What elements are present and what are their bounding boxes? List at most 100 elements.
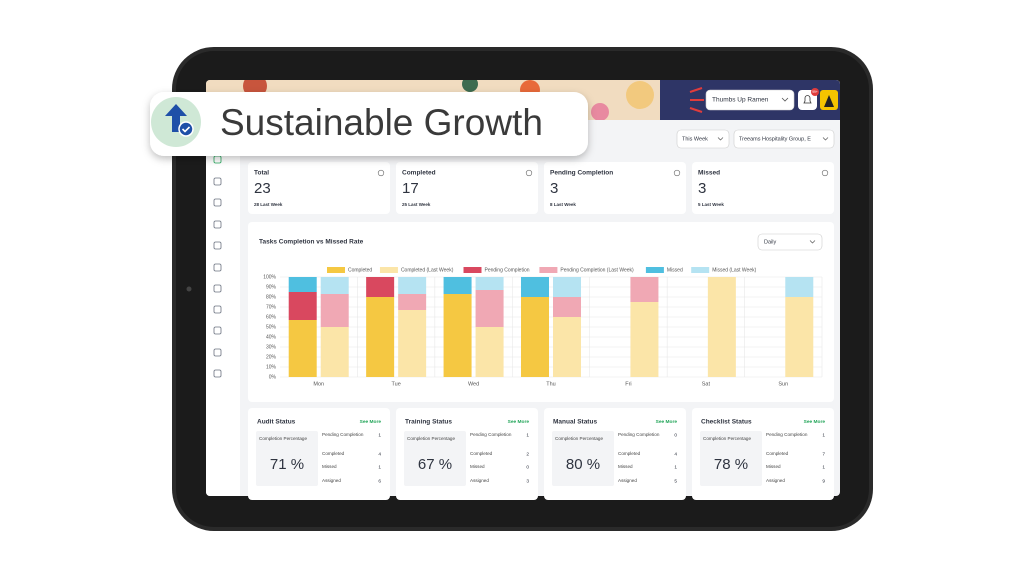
legend-label: Completed: [348, 268, 372, 274]
stat-last-week: 8 Last Week: [550, 202, 576, 207]
sidebar-icon[interactable]: [213, 284, 222, 293]
legend-label: Completed (Last Week): [401, 268, 454, 274]
group-filter[interactable]: [733, 129, 835, 149]
info-icon[interactable]: [673, 169, 681, 177]
status-row-label: Pending Completion: [618, 432, 660, 437]
status-row-value: 4: [378, 451, 381, 457]
stat-last-week: 25 Last Week: [402, 202, 431, 207]
bar-segment: [288, 292, 317, 320]
sidebar-icon[interactable]: [213, 177, 222, 186]
stat-last-week: 5 Last Week: [698, 202, 724, 207]
legend-swatch[interactable]: [327, 267, 345, 273]
completion-label: Completion Percentage: [407, 436, 455, 441]
status-title: Audit Status: [257, 419, 296, 426]
camera: [186, 286, 192, 292]
sidebar: [206, 120, 240, 496]
period-filter[interactable]: [676, 129, 730, 149]
bar-segment: [707, 277, 736, 377]
status-row-value: 5: [674, 478, 677, 484]
info-icon[interactable]: [377, 169, 385, 177]
stat-card: [544, 162, 686, 214]
legend-swatch[interactable]: [463, 267, 482, 273]
status-row-value: 1: [378, 432, 381, 438]
y-tick-label: 0%: [269, 374, 277, 380]
completion-percentage: 67 %: [418, 456, 452, 473]
info-icon[interactable]: [525, 169, 533, 177]
sidebar-icon[interactable]: [213, 326, 222, 335]
bar-segment: [443, 277, 472, 294]
info-icon[interactable]: [821, 169, 829, 177]
bar-segment: [443, 294, 472, 377]
location-select[interactable]: [705, 89, 795, 111]
see-more[interactable]: See More: [656, 419, 678, 425]
y-tick-label: 10%: [266, 364, 277, 370]
see-more[interactable]: See More: [508, 419, 530, 425]
status-title: Manual Status: [553, 419, 597, 426]
sidebar-icon[interactable]: [213, 220, 222, 229]
completion-box: [256, 431, 318, 486]
bar-segment: [475, 290, 504, 327]
bar-segment: [320, 294, 349, 327]
x-tick-label: Wed: [468, 381, 479, 387]
bar-segment: [398, 310, 427, 377]
legend-label: Pending Completion: [485, 268, 530, 274]
y-tick-label: 100%: [263, 274, 276, 280]
x-tick-label: Sun: [778, 381, 788, 387]
status-row-value: 1: [526, 432, 529, 438]
completion-label: Completion Percentage: [259, 436, 307, 441]
chart-period-select[interactable]: [757, 233, 823, 251]
completion-box: [700, 431, 762, 486]
y-tick-label: 20%: [266, 354, 277, 360]
bar-segment: [553, 317, 581, 377]
sidebar-icon[interactable]: [213, 241, 222, 250]
bar-segment: [475, 277, 504, 290]
sidebar-icon[interactable]: [213, 369, 222, 378]
bar-segment: [553, 297, 581, 317]
x-tick-label: Thu: [546, 381, 555, 387]
sidebar-icon[interactable]: [213, 263, 222, 272]
sidebar-icon[interactable]: [213, 305, 222, 314]
bar-segment: [785, 277, 814, 297]
legend-swatch[interactable]: [379, 267, 398, 273]
legend-swatch[interactable]: [645, 267, 664, 273]
chart-title: Tasks Completion vs Missed Rate: [259, 239, 364, 246]
status-row-label: Completed: [322, 451, 345, 456]
y-tick-label: 80%: [266, 294, 277, 300]
status-row-value: 1: [822, 464, 825, 470]
y-tick-label: 50%: [266, 324, 277, 330]
badge-box: [150, 92, 588, 156]
see-more[interactable]: See More: [804, 419, 826, 425]
completion-label: Completion Percentage: [555, 436, 603, 441]
status-row-label: Pending Completion: [322, 432, 364, 437]
bar-segment: [521, 277, 549, 297]
see-more[interactable]: See More: [360, 419, 382, 425]
notification-badge: 99+: [812, 90, 818, 94]
status-row-label: Assigned: [470, 478, 489, 483]
status-row-label: Assigned: [618, 478, 637, 483]
notifications[interactable]: [798, 90, 817, 110]
stat-label: Total: [254, 170, 269, 177]
sidebar-icon[interactable]: [213, 198, 222, 207]
status-row-value: 4: [674, 451, 677, 457]
bar-segment: [320, 327, 349, 377]
legend-swatch[interactable]: [691, 267, 710, 273]
bar-segment: [630, 277, 659, 302]
legend-swatch[interactable]: [539, 267, 558, 273]
sidebar-icon[interactable]: [213, 348, 222, 357]
y-tick-label: 70%: [266, 304, 277, 310]
stat-value: 3: [698, 180, 706, 197]
x-tick-label: Sat: [702, 381, 711, 387]
status-row-value: 9: [822, 478, 825, 484]
bar-segment: [288, 277, 317, 292]
status-row-label: Missed: [766, 464, 781, 469]
status-title: Training Status: [405, 419, 452, 426]
bell-icon: [803, 95, 812, 104]
status-row-value: 1: [674, 464, 677, 470]
stat-card: [248, 162, 390, 214]
completion-percentage: 71 %: [270, 456, 304, 473]
x-tick-label: Tue: [392, 381, 401, 387]
stat-label: Completed: [402, 170, 436, 177]
status-row-value: 2: [526, 451, 529, 457]
bar-segment: [398, 294, 427, 310]
